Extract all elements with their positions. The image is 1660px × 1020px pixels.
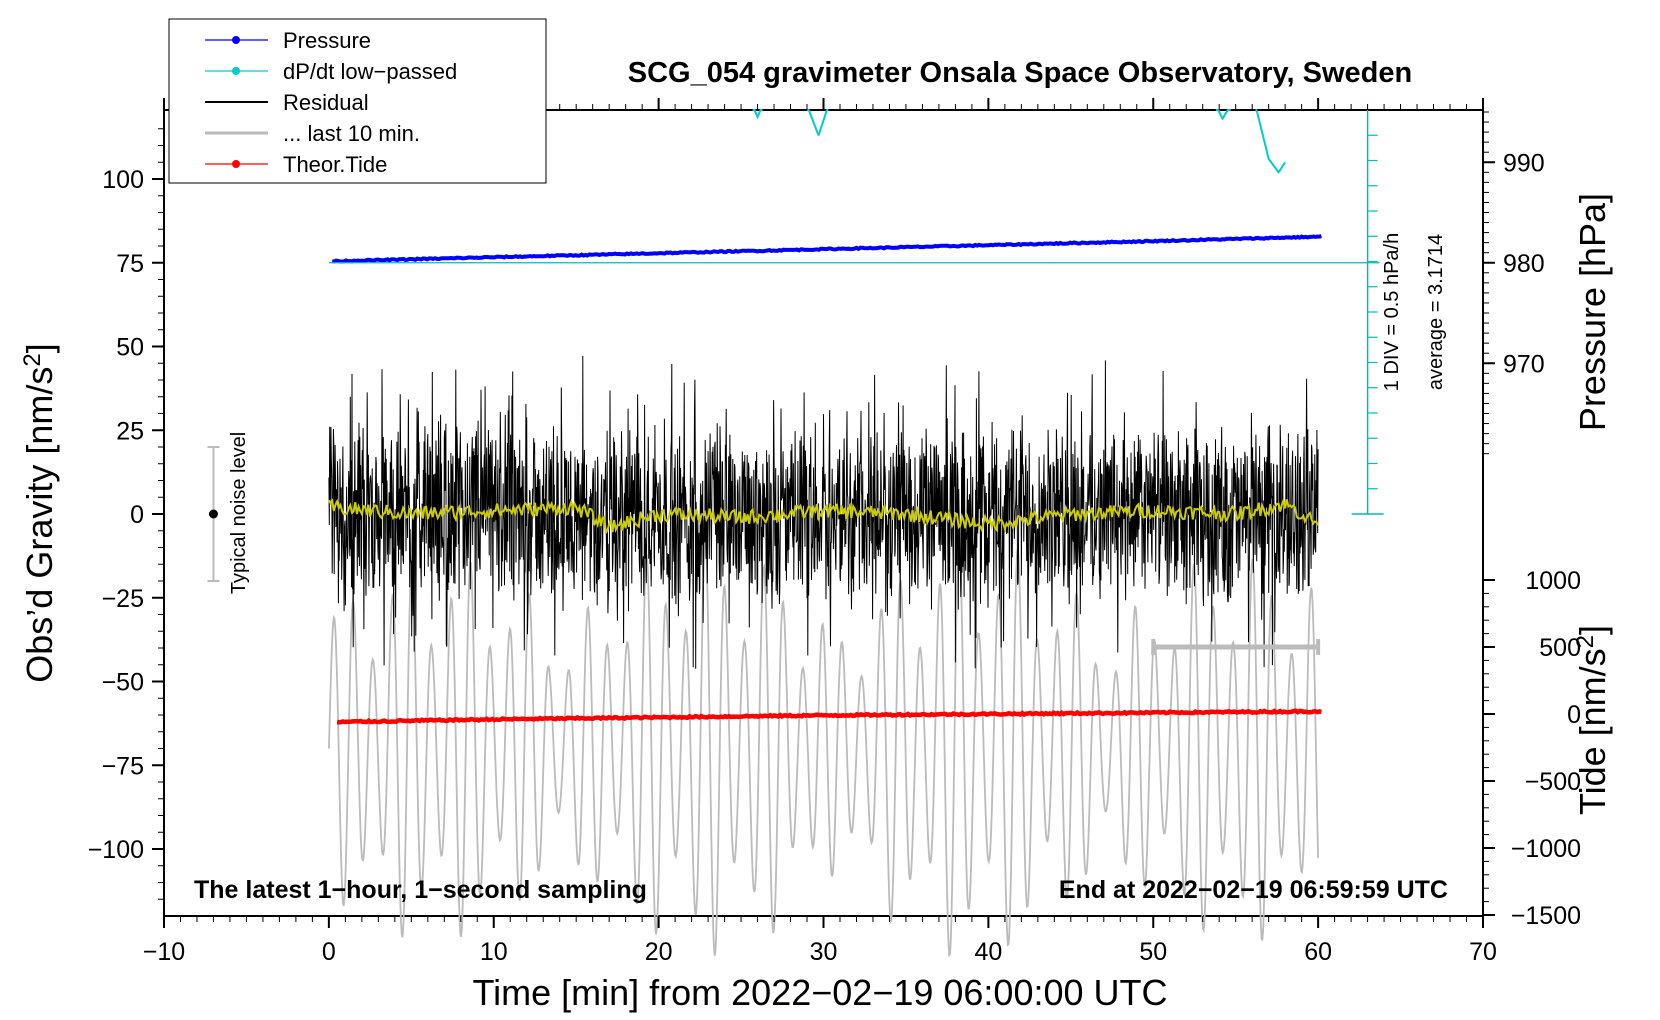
x-tick-label-1: 0 xyxy=(322,938,336,966)
y-left-tick-label-2: 50 xyxy=(116,334,144,362)
pressure-tick-label-0: 990 xyxy=(1503,149,1545,177)
legend-pressure-label: Pressure xyxy=(283,28,371,53)
x-tick-label-8: 70 xyxy=(1469,938,1497,966)
y-right-pressure-title: Pressure [hPa] xyxy=(1572,193,1613,431)
residual-line xyxy=(328,355,1319,669)
noise-level-label: Typical noise level xyxy=(228,432,250,594)
dpdt-segment-0 xyxy=(752,109,763,120)
theoretical-tide-series xyxy=(336,708,1322,725)
legend: Pressure dP/dt low−passed Residual ... l… xyxy=(168,18,547,184)
y-left-tick-label-5: −25 xyxy=(102,585,144,613)
legend-tide-marker xyxy=(232,160,240,168)
noise-bar-center xyxy=(208,509,218,519)
dpdt-div-label: 1 DIV = 0.5 hPa/h xyxy=(1381,233,1403,391)
tide-tick-label-3: −500 xyxy=(1525,768,1581,796)
x-axis-title: Time [min] from 2022−02−19 06:00:00 UTC xyxy=(472,972,1167,1013)
x-tick-label-4: 30 xyxy=(810,938,838,966)
dpdt-average-label: average = 3.1714 xyxy=(1425,234,1447,390)
dpdt-scale-bar xyxy=(328,110,1384,515)
legend-item-tide: Theor.Tide xyxy=(205,152,387,177)
y-left-tick-label-8: −100 xyxy=(88,836,144,864)
chart-title: SCG_054 gravimeter Onsala Space Observat… xyxy=(628,57,1412,89)
legend-pressure-marker xyxy=(232,36,240,44)
axes-ticks: −10 0 10 20 30 40 50 60 701007550250−25−50−75−10… xyxy=(88,98,1581,966)
y-left-tick-label-1: 75 xyxy=(116,250,144,278)
legend-item-pressure: Pressure xyxy=(205,28,371,53)
legend-dpdt-label: dP/dt low−passed xyxy=(283,59,457,84)
y-left-axis-title: Obs’d Gravity [nm/s2] xyxy=(19,343,60,682)
x-tick-label-0: −10 xyxy=(143,938,185,966)
legend-residual-label: Residual xyxy=(283,90,369,115)
residual-smoothed-line xyxy=(328,496,1319,536)
pressure-tick-label-2: 970 xyxy=(1503,350,1545,378)
legend-item-dpdt: dP/dt low−passed xyxy=(205,59,457,84)
legend-item-last-10-min: ... last 10 min. xyxy=(205,121,420,146)
pressure-tick-label-1: 980 xyxy=(1503,250,1545,278)
residual-smoothed-series xyxy=(328,496,1319,536)
tide-tick-label-5: −1500 xyxy=(1511,902,1581,930)
tide-line xyxy=(336,708,1322,725)
dpdt-segment-1 xyxy=(807,109,829,136)
tide-tick-label-0: 1000 xyxy=(1525,567,1581,595)
residual-series xyxy=(328,355,1319,669)
legend-tide-label: Theor.Tide xyxy=(283,152,387,177)
y-right-tide-title: Tide [nm/s2] xyxy=(1572,625,1613,815)
x-tick-label-6: 50 xyxy=(1139,938,1167,966)
y-left-tick-label-3: 25 xyxy=(116,417,144,445)
dpdt-segment-3 xyxy=(1255,109,1286,174)
pressure-series xyxy=(332,234,1322,264)
footer-left-label: The latest 1−hour, 1−second sampling xyxy=(194,876,647,904)
footer-right-label: End at 2022−02−19 06:59:59 UTC xyxy=(1059,876,1448,904)
ten-minute-bar xyxy=(1151,639,1321,655)
y-left-tick-label-4: 0 xyxy=(130,501,144,529)
y-left-tick-label-0: 100 xyxy=(102,166,144,194)
x-tick-label-2: 10 xyxy=(480,938,508,966)
typical-noise-bar xyxy=(207,446,220,582)
tide-tick-label-2: 0 xyxy=(1567,701,1581,729)
tide-tick-label-4: −1000 xyxy=(1511,835,1581,863)
x-tick-label-5: 40 xyxy=(974,938,1002,966)
legend-last10-label: ... last 10 min. xyxy=(283,121,420,146)
x-tick-label-3: 20 xyxy=(645,938,673,966)
pressure-line xyxy=(332,234,1322,264)
y-left-tick-label-6: −50 xyxy=(102,669,144,697)
legend-item-residual: Residual xyxy=(205,90,369,115)
dpdt-segment-2 xyxy=(1215,109,1231,121)
legend-dpdt-marker xyxy=(232,67,240,75)
dpdt-series xyxy=(752,109,1286,174)
tide-tick-label-1: 500 xyxy=(1539,634,1581,662)
x-tick-label-7: 60 xyxy=(1304,938,1332,966)
y-left-tick-label-7: −75 xyxy=(102,752,144,780)
